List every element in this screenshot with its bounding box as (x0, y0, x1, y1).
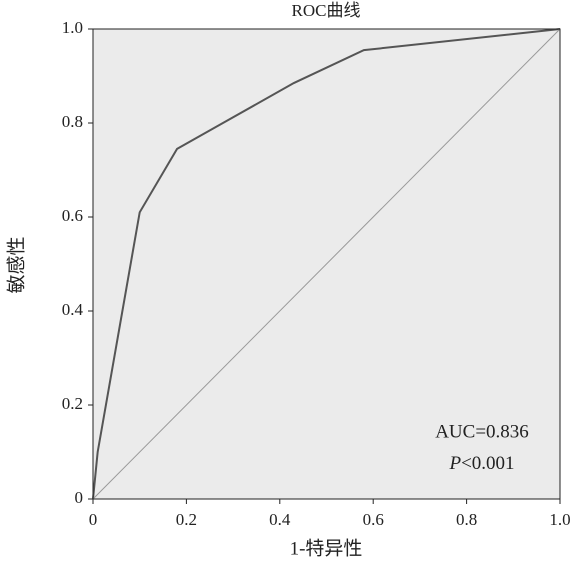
p-annotation: P<0.001 (448, 453, 514, 474)
chart-title: ROC曲线 (292, 1, 361, 20)
roc-curve (92, 28, 561, 500)
x-tick-label: 0 (89, 510, 98, 529)
y-tick-label: 0.6 (62, 206, 83, 225)
plot-frame (92, 28, 561, 500)
auc-annotation: AUC=0.836 (435, 421, 529, 442)
y-axis-label: 敏感性 (5, 236, 27, 293)
x-tick-label: 0.4 (269, 510, 291, 529)
p-value: <0.001 (461, 453, 514, 474)
y-tick-label: 0.8 (62, 112, 83, 131)
y-tick-label: 0.4 (62, 300, 84, 319)
x-tick-label: 0.2 (176, 510, 197, 529)
y-tick-label: 0 (75, 488, 84, 507)
reference-line (92, 28, 561, 500)
x-tick-label: 1.0 (549, 510, 570, 529)
y-tick-label: 1.0 (62, 18, 83, 37)
p-symbol: P (448, 453, 461, 474)
x-tick-label: 0.6 (363, 510, 384, 529)
x-axis-label: 1-特异性 (290, 537, 363, 559)
x-tick-label: 0.8 (456, 510, 477, 529)
y-tick-label: 0.2 (62, 394, 83, 413)
